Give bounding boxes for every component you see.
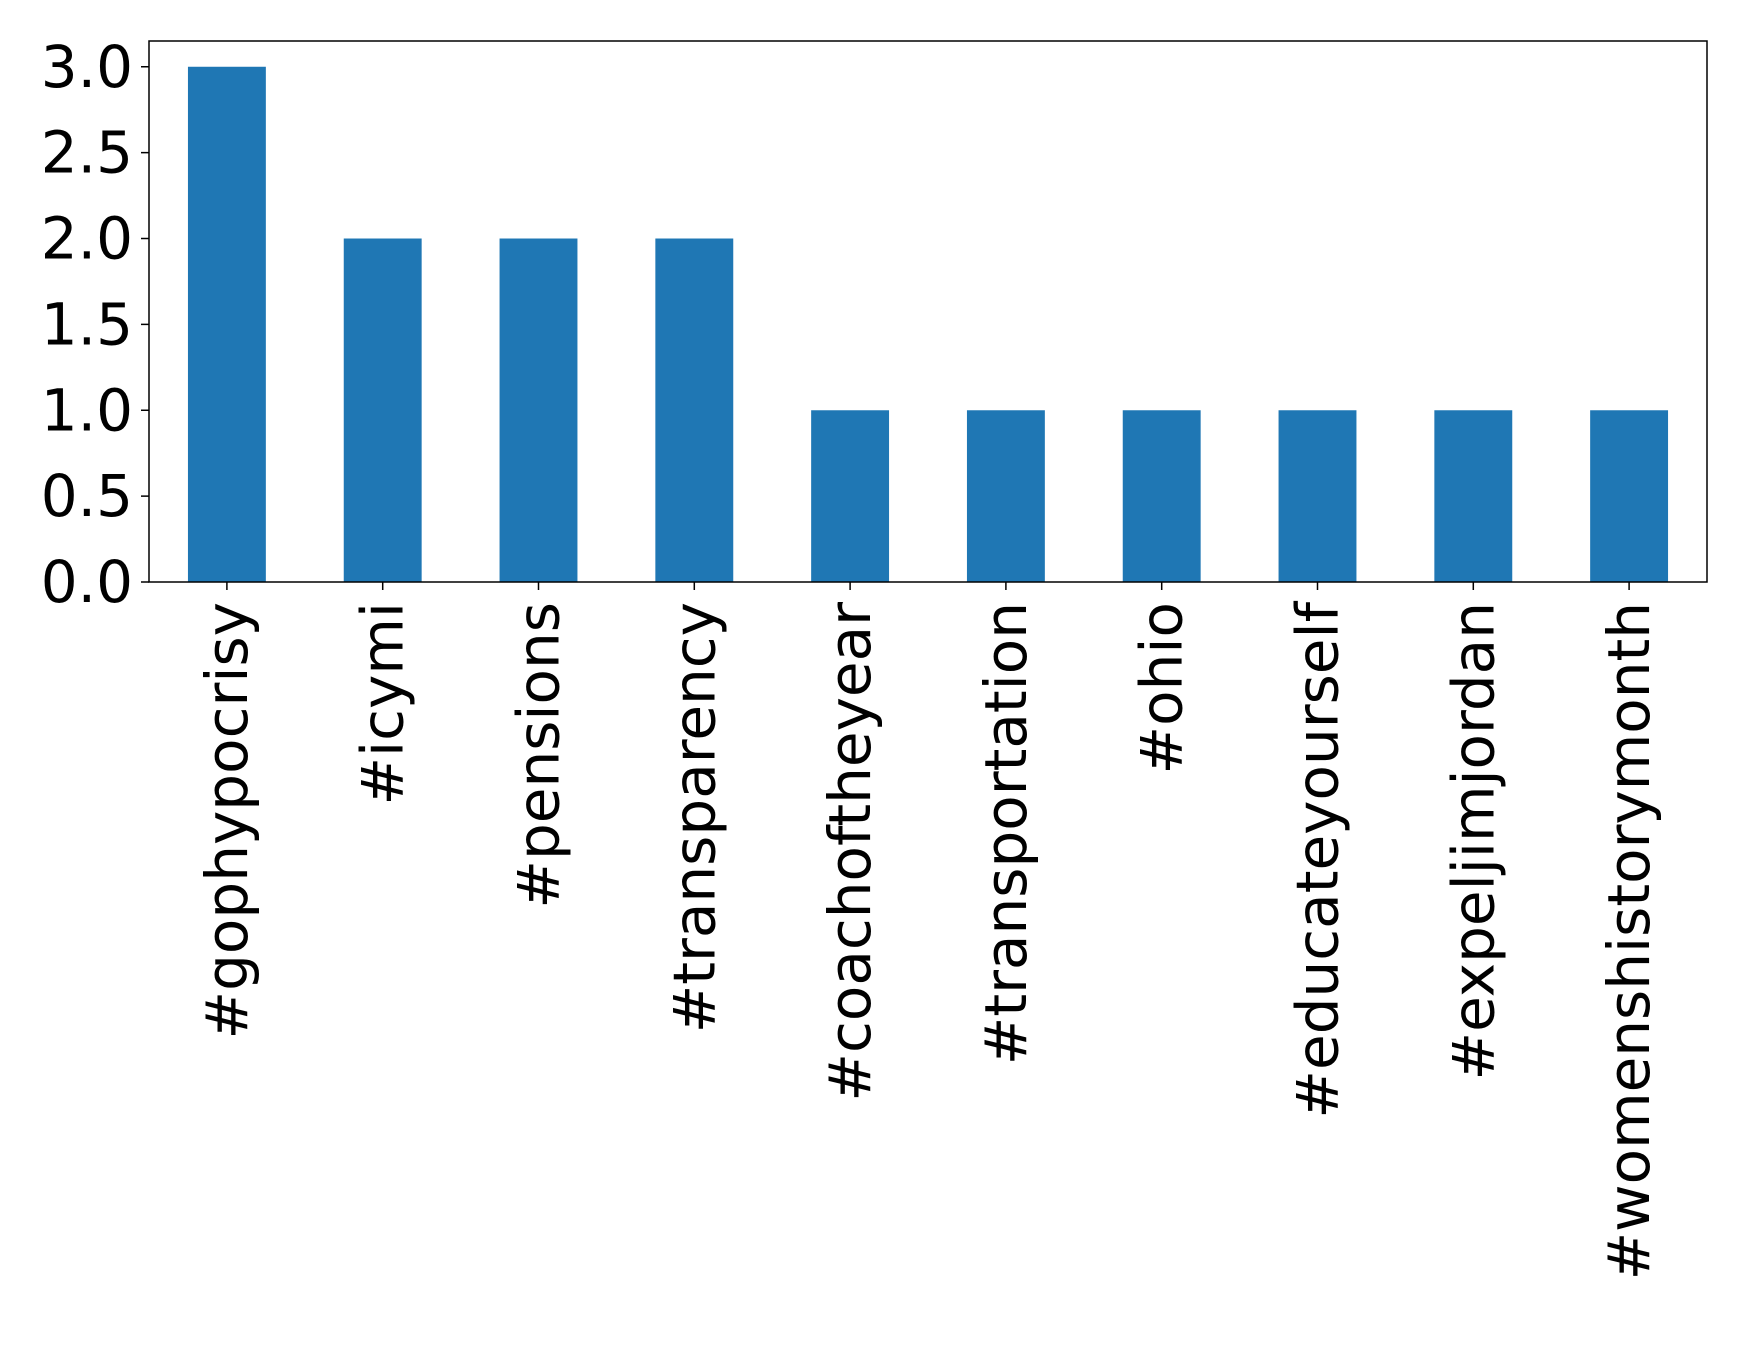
y-tick-label: 0.0 [41, 548, 133, 616]
bar [1278, 410, 1357, 582]
x-tick-label: #womenshistorymonth [1595, 602, 1663, 1280]
bar [655, 238, 734, 582]
bar [1590, 410, 1669, 582]
x-tick-label: #educateyourself [1284, 600, 1352, 1118]
x-tick-label: #icymi [349, 602, 417, 806]
bar [1122, 410, 1201, 582]
y-tick-label: 1.0 [41, 376, 133, 444]
bar [187, 66, 266, 582]
x-tick-label: #transparency [660, 602, 728, 1033]
x-tick-label: #transportation [972, 602, 1040, 1065]
x-tick-label: #ohio [1128, 602, 1196, 774]
x-tick-label: #coachoftheyear [816, 602, 884, 1102]
y-tick-label: 0.5 [41, 462, 133, 530]
bar [1434, 410, 1513, 582]
x-tick-label: #gophypocrisy [193, 602, 261, 1040]
y-tick-label: 2.5 [41, 119, 133, 187]
y-tick-label: 1.5 [41, 290, 133, 358]
y-tick-label: 3.0 [41, 33, 133, 101]
bar [499, 238, 578, 582]
bar [343, 238, 422, 582]
x-tick-label: #pensions [505, 602, 573, 909]
bar [966, 410, 1045, 582]
bar [811, 410, 890, 582]
y-tick-label: 2.0 [41, 205, 133, 273]
plot-frame [148, 40, 1708, 583]
x-tick-label: #expeljimjordan [1439, 602, 1507, 1080]
